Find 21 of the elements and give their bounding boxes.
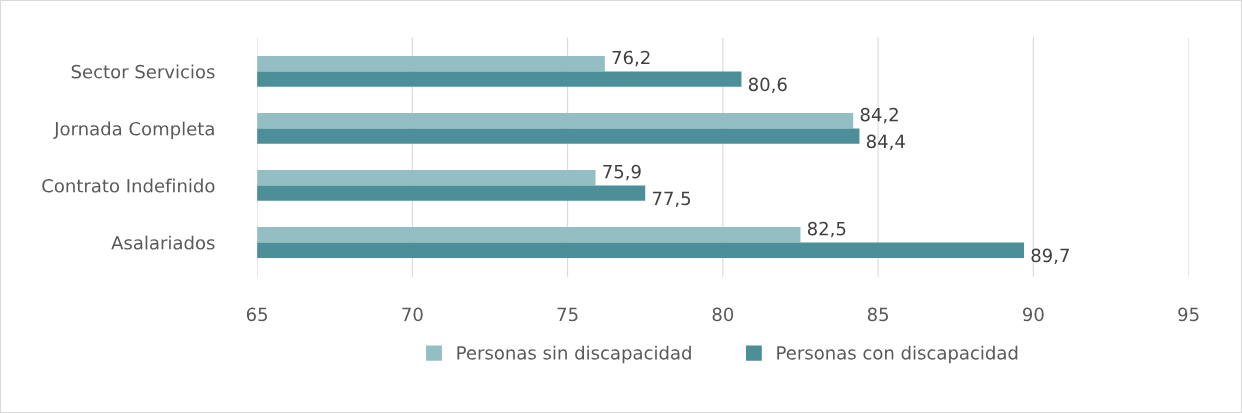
y-tick-label: Sector Servicios <box>71 64 215 79</box>
x-tick-label: 90 <box>1022 307 1044 322</box>
legend-label: Personas con discapacidad <box>777 345 1018 364</box>
data-label: 80,6 <box>748 77 787 94</box>
data-label: 84,2 <box>860 107 898 124</box>
x-tick-label: 85 <box>867 307 888 322</box>
legend-label: Personas sin discapacidad <box>457 345 691 364</box>
x-tick-label: 65 <box>246 307 267 322</box>
x-tick-label: 80 <box>712 307 734 322</box>
y-tick-label: Jornada Completa <box>53 121 214 140</box>
data-label: 75,9 <box>603 164 641 181</box>
data-label: 77,5 <box>652 191 691 208</box>
data-label: 82,5 <box>807 221 846 238</box>
data-label: 76,2 <box>612 50 650 67</box>
x-tick-label: 70 <box>402 307 423 322</box>
x-tick-label: 95 <box>1178 307 1199 322</box>
y-tick-label: Asalariados <box>111 235 215 250</box>
x-tick-label: 75 <box>557 307 578 322</box>
data-label: 89,7 <box>1031 248 1069 265</box>
y-tick-label: Contrato Indefinido <box>42 178 215 193</box>
data-label: 84,4 <box>866 134 905 151</box>
